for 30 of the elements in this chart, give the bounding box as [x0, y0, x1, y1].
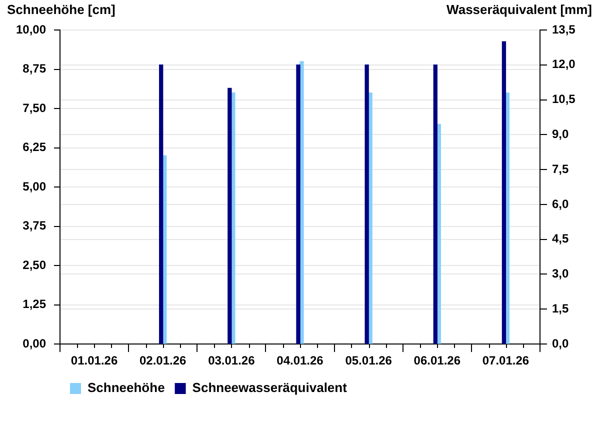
x-tick-label: 05.01.26 [345, 354, 392, 368]
legend-label: Schneehöhe [88, 380, 165, 396]
y-tick-label: 1,25 [22, 297, 46, 312]
y2-tick-label: 6,0 [552, 196, 570, 211]
y2-tick-label: 10,5 [552, 92, 576, 106]
y-tick-label: 7,50 [22, 100, 46, 115]
y2-tick-label: 4,5 [552, 232, 570, 246]
x-tick-label: 02.01.26 [140, 354, 187, 368]
y2-tick-label: 3,0 [552, 266, 570, 281]
y2-tick-label: 13,5 [552, 22, 576, 36]
y-tick-label: 0,00 [22, 336, 46, 350]
x-tick-label: 04.01.26 [276, 354, 324, 368]
y2-tick-label: 1,5 [552, 301, 570, 316]
y2-tick-label: 9,0 [552, 126, 570, 141]
y-tick-label: 5,00 [22, 179, 46, 194]
y-tick-label: 3,75 [22, 218, 46, 233]
y2-axis-title: Wasseräquivalent [mm] [446, 2, 592, 18]
x-tick-label: 06.01.26 [414, 354, 461, 368]
y-tick-label: 10,00 [16, 22, 46, 36]
y2-tick-label: 12,0 [552, 57, 576, 72]
x-tick-label: 03.01.26 [208, 354, 256, 368]
y-tick-label: 6,25 [22, 140, 46, 154]
x-tick-label: 01.01.26 [70, 354, 118, 368]
legend-label: Schneewasseräquivalent [192, 380, 348, 396]
x-tick-label: 07.01.26 [482, 354, 530, 368]
y2-tick-label: 0,0 [552, 336, 570, 350]
y2-tick-label: 7,5 [552, 162, 570, 176]
y-axis-title: Schneehöhe [cm] [7, 2, 116, 18]
y-tick-label: 8,75 [22, 62, 46, 76]
y-tick-label: 2,50 [22, 258, 46, 272]
